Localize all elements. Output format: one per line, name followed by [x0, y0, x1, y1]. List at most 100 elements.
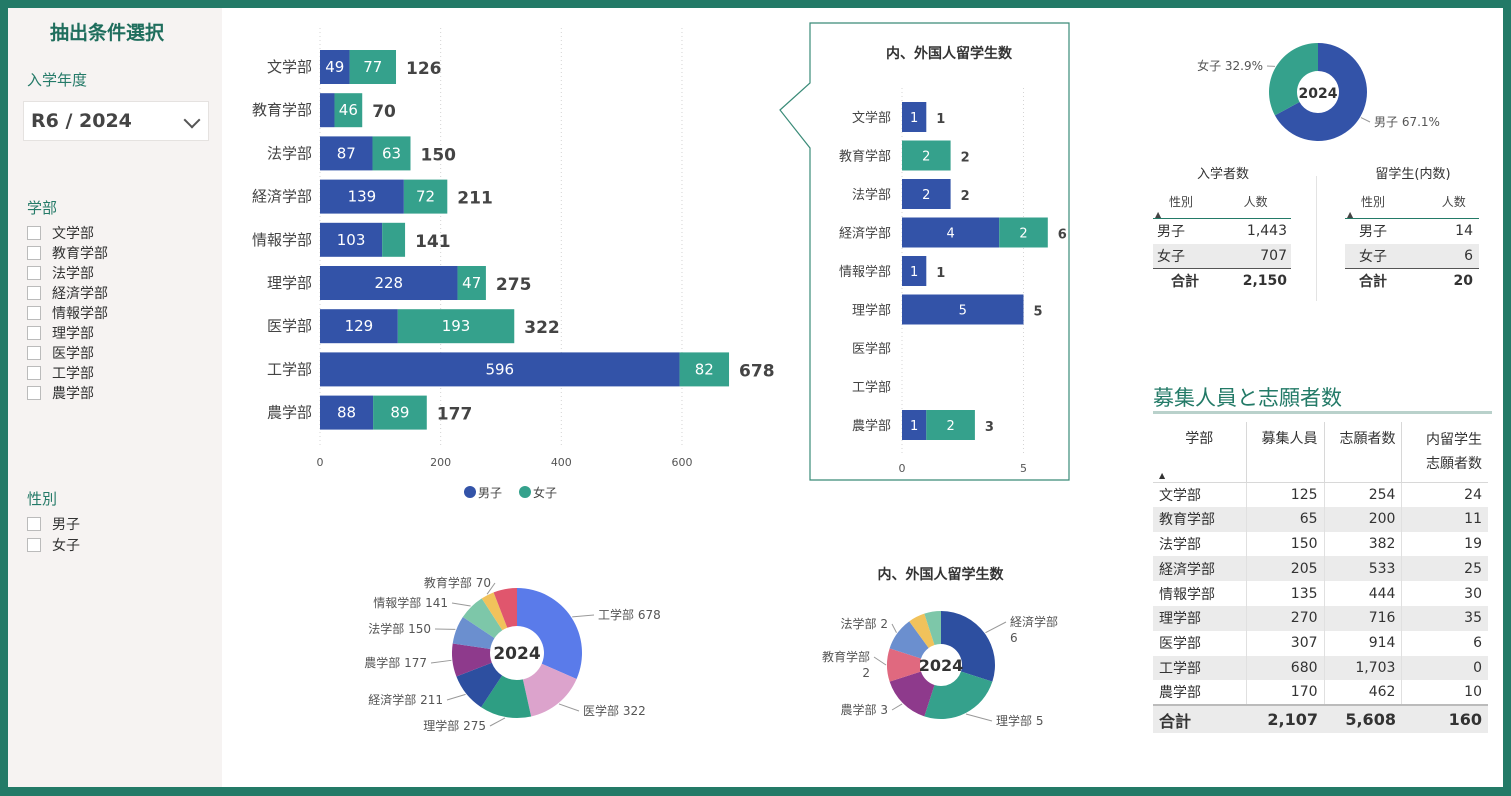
donut-slice[interactable]	[909, 613, 935, 649]
header-faculty[interactable]: 学部 ▲	[1153, 422, 1246, 482]
donut-slice[interactable]	[493, 588, 517, 628]
bar-segment[interactable]	[320, 136, 373, 171]
bar-total-label: 211	[457, 189, 493, 209]
checkbox-square[interactable]	[27, 286, 41, 300]
bar-segment[interactable]	[320, 395, 374, 430]
faculty-checkbox-4[interactable]: 情報学部	[27, 303, 108, 323]
faculty-checkbox-2[interactable]: 法学部	[27, 263, 94, 283]
bar-segment[interactable]	[397, 309, 515, 344]
checkbox-square[interactable]	[27, 346, 41, 360]
donut-slice[interactable]	[887, 648, 922, 682]
donut-slice[interactable]	[924, 671, 993, 719]
checkbox-square[interactable]	[27, 366, 41, 380]
sort-asc-icon[interactable]: ▲	[1159, 470, 1166, 480]
admit-row-0-gender: 男子	[1157, 224, 1185, 241]
bar-segment[interactable]	[382, 222, 406, 257]
bar-segment[interactable]	[926, 410, 975, 440]
donut-slice[interactable]	[452, 617, 495, 650]
checkbox-square[interactable]	[27, 538, 41, 552]
faculty-checkbox-5[interactable]: 理学部	[27, 323, 94, 343]
bar-segment[interactable]	[372, 136, 411, 171]
bar-total-label: 126	[406, 59, 442, 79]
bar-segment[interactable]	[334, 93, 363, 128]
bar-segment[interactable]	[320, 93, 335, 128]
x-tick-label: 0	[899, 462, 906, 475]
donut-slice[interactable]	[889, 621, 929, 659]
bar-segment[interactable]	[902, 294, 1024, 325]
category-label: 教育学部	[839, 149, 891, 165]
checkbox-square[interactable]	[27, 326, 41, 340]
header-applicants[interactable]: 志願者数	[1323, 422, 1402, 482]
donut-slice[interactable]	[452, 643, 492, 677]
row-capacity: 135	[1245, 581, 1325, 606]
bar-segment[interactable]	[320, 266, 458, 300]
donut-slice[interactable]	[1274, 43, 1367, 142]
checkbox-square[interactable]	[27, 246, 41, 260]
donut-slice[interactable]	[456, 662, 503, 708]
bar-segment[interactable]	[902, 179, 951, 209]
gender-checkbox-0[interactable]: 男子	[27, 514, 80, 534]
donut-slice[interactable]	[924, 611, 941, 646]
bar-segment[interactable]	[349, 50, 397, 84]
faculty-checkbox-8[interactable]: 農学部	[27, 383, 94, 403]
year-dropdown[interactable]: R6 / 2024	[23, 101, 209, 141]
bar-segment[interactable]	[403, 179, 448, 214]
category-label: 経済学部	[252, 188, 312, 206]
donut-slice[interactable]	[889, 671, 935, 717]
bar-segment[interactable]	[999, 217, 1048, 248]
row-faculty: 工学部	[1159, 660, 1201, 677]
donut-slice[interactable]	[941, 611, 995, 682]
bar-total-label: 2	[961, 151, 970, 166]
faculty-checkbox-0[interactable]: 文学部	[27, 223, 94, 243]
donut-slice[interactable]	[1269, 43, 1318, 116]
faculty-checkbox-1[interactable]: 教育学部	[27, 243, 108, 263]
row-capacity: 65	[1245, 506, 1325, 532]
bar-segment[interactable]	[320, 50, 350, 84]
bar-segment[interactable]	[320, 179, 404, 214]
leader-line	[891, 623, 897, 633]
bar-total-label: 6	[1058, 228, 1067, 243]
faculty-checkbox-3[interactable]: 経済学部	[27, 283, 108, 303]
sort-asc-icon[interactable]: ▲	[1153, 211, 1291, 219]
donut-center-label: 2024	[1299, 86, 1338, 102]
bar-data-label: 4	[946, 227, 954, 242]
header-count[interactable]: 人数	[1243, 194, 1268, 209]
gender-checkbox-1[interactable]: 女子	[27, 535, 80, 555]
legend-label: 女子	[533, 485, 557, 500]
bar-segment[interactable]	[902, 410, 927, 440]
checkbox-square[interactable]	[27, 517, 41, 531]
header-intl-applicants[interactable]: 内留学生 志願者数	[1401, 422, 1488, 482]
donut-slice[interactable]	[517, 588, 582, 679]
chevron-down-icon[interactable]	[183, 111, 201, 129]
header-gender[interactable]: 性別	[1169, 194, 1194, 209]
bar-segment[interactable]	[320, 309, 398, 344]
bar-segment[interactable]	[679, 352, 730, 387]
bar-segment[interactable]	[902, 256, 927, 286]
faculty-checkbox-7[interactable]: 工学部	[27, 363, 94, 383]
bar-segment[interactable]	[373, 395, 427, 430]
sort-asc-icon[interactable]: ▲	[1345, 211, 1479, 219]
bar-segment[interactable]	[320, 222, 383, 257]
checkbox-square[interactable]	[27, 266, 41, 280]
faculty-checkbox-6[interactable]: 医学部	[27, 343, 94, 363]
intl-total-label: 合計	[1359, 274, 1387, 291]
bar-segment[interactable]	[457, 266, 486, 300]
bar-segment[interactable]	[902, 217, 1000, 248]
header-gender[interactable]: 性別	[1361, 194, 1386, 209]
donut-slice[interactable]	[462, 598, 503, 639]
donut-slice[interactable]	[522, 663, 577, 717]
intl-row-1-count: 6	[1464, 247, 1473, 264]
admit-table-panel: 入学者数 性別 人数 ▲ 男子 1,443 女子 707 合計 2,150	[1153, 163, 1293, 294]
bar-segment[interactable]	[902, 102, 927, 132]
header-count[interactable]: 人数	[1441, 194, 1466, 209]
checkbox-square[interactable]	[27, 306, 41, 320]
donut-center-label: 2024	[919, 656, 964, 675]
x-tick-label: 600	[671, 456, 692, 469]
checkbox-square[interactable]	[27, 386, 41, 400]
bar-segment[interactable]	[320, 352, 680, 387]
checkbox-square[interactable]	[27, 226, 41, 240]
header-capacity[interactable]: 募集人員	[1245, 422, 1325, 482]
donut-slice[interactable]	[481, 675, 532, 718]
donut-slice[interactable]	[481, 592, 508, 631]
bar-segment[interactable]	[902, 140, 951, 171]
